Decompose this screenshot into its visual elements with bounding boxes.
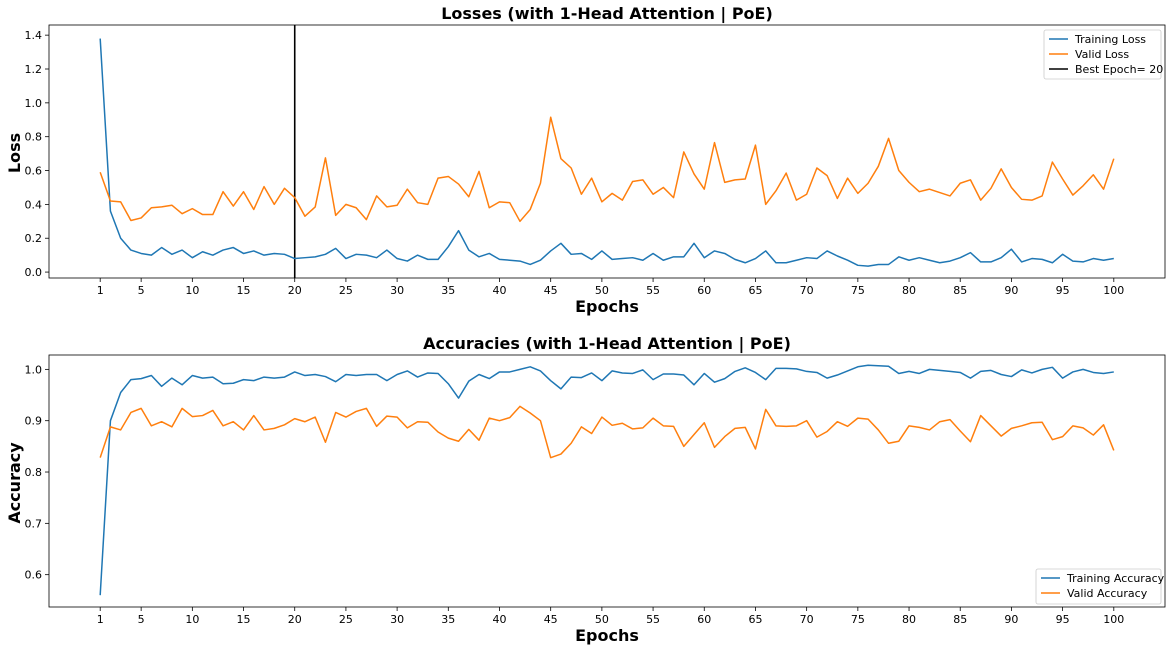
series-line-valid-loss xyxy=(99,116,1115,223)
x-tick-label: 90 xyxy=(1004,284,1018,297)
legend-entry: Best Epoch= 20 xyxy=(1075,63,1163,76)
plot-frame xyxy=(48,24,1166,279)
legend-frame xyxy=(1043,29,1162,80)
x-tick-label: 75 xyxy=(851,613,865,626)
x-tick-label: 100 xyxy=(1103,613,1124,626)
x-tick-label: 35 xyxy=(441,613,455,626)
x-tick-label: 20 xyxy=(288,613,302,626)
x-tick-label: 10 xyxy=(185,613,199,626)
x-tick-label: 40 xyxy=(492,284,506,297)
y-tick-label: 1.2 xyxy=(25,63,43,76)
series-line-training-accuracy xyxy=(99,364,1114,596)
x-tick-label: 95 xyxy=(1056,613,1070,626)
chart-title: Losses (with 1-Head Attention | PoE) xyxy=(441,4,773,24)
legend: Training Loss Valid Loss Best Epoch= 20 xyxy=(1043,29,1163,80)
y-tick-label: 1.0 xyxy=(25,363,43,376)
series-line-valid-accuracy xyxy=(99,405,1115,459)
y-tick-label: 0.8 xyxy=(25,131,43,144)
legend-entry: Training Accuracy xyxy=(1066,572,1165,585)
y-axis-label: Accuracy xyxy=(5,442,24,524)
x-tick-label: 55 xyxy=(646,284,660,297)
x-tick-label: 15 xyxy=(237,284,251,297)
legend-entry: Valid Loss xyxy=(1075,48,1129,61)
y-tick-label: 1.0 xyxy=(25,97,43,110)
x-tick-label: 1 xyxy=(97,284,104,297)
x-tick-label: 55 xyxy=(646,613,660,626)
x-tick-label: 30 xyxy=(390,284,404,297)
x-tick-label: 65 xyxy=(748,284,762,297)
x-tick-label: 50 xyxy=(595,613,609,626)
x-tick-label: 70 xyxy=(800,284,814,297)
y-tick-label: 0.6 xyxy=(25,165,43,178)
x-tick-label: 15 xyxy=(237,613,251,626)
x-tick-label: 25 xyxy=(339,613,353,626)
losses-chart: Losses (with 1-Head Attention | PoE) Epo… xyxy=(5,4,1166,316)
plot-frame xyxy=(48,354,1166,608)
x-tick-label: 85 xyxy=(953,284,967,297)
legend-frame xyxy=(1035,568,1162,605)
x-tick-label: 75 xyxy=(851,284,865,297)
x-tick-label: 40 xyxy=(492,613,506,626)
x-axis-label: Epochs xyxy=(575,297,639,316)
x-tick-label: 45 xyxy=(544,284,558,297)
x-tick-label: 30 xyxy=(390,613,404,626)
y-tick-label: 0.4 xyxy=(25,198,43,211)
legend: Training Accuracy Valid Accuracy xyxy=(1035,568,1165,605)
x-tick-label: 35 xyxy=(441,284,455,297)
x-tick-label: 5 xyxy=(138,613,145,626)
y-tick-label: 0.6 xyxy=(25,569,43,582)
x-tick-label: 10 xyxy=(185,284,199,297)
y-tick-label: 0.9 xyxy=(25,415,43,428)
x-axis-label: Epochs xyxy=(575,626,639,645)
x-tick-label: 80 xyxy=(902,613,916,626)
y-tick-label: 0.8 xyxy=(25,466,43,479)
legend-entry: Training Loss xyxy=(1074,33,1146,46)
legend-entry: Valid Accuracy xyxy=(1067,587,1148,600)
x-tick-label: 80 xyxy=(902,284,916,297)
series-line-training-loss xyxy=(99,38,1114,267)
x-tick-label: 70 xyxy=(800,613,814,626)
x-tick-label: 65 xyxy=(748,613,762,626)
x-tick-label: 1 xyxy=(97,613,104,626)
x-tick-label: 100 xyxy=(1103,284,1124,297)
accuracies-chart: Accuracies (with 1-Head Attention | PoE)… xyxy=(5,334,1166,645)
y-tick-label: 0.2 xyxy=(25,232,43,245)
x-tick-label: 50 xyxy=(595,284,609,297)
x-tick-label: 95 xyxy=(1056,284,1070,297)
x-tick-label: 60 xyxy=(697,613,711,626)
x-tick-label: 60 xyxy=(697,284,711,297)
x-tick-label: 90 xyxy=(1004,613,1018,626)
y-tick-label: 0.0 xyxy=(25,266,43,279)
y-tick-label: 1.4 xyxy=(25,29,43,42)
y-axis-label: Loss xyxy=(5,133,24,173)
x-tick-label: 5 xyxy=(138,284,145,297)
x-tick-label: 45 xyxy=(544,613,558,626)
x-tick-label: 20 xyxy=(288,284,302,297)
x-tick-label: 25 xyxy=(339,284,353,297)
chart-title: Accuracies (with 1-Head Attention | PoE) xyxy=(423,334,791,354)
y-tick-label: 0.7 xyxy=(25,517,43,530)
x-tick-label: 85 xyxy=(953,613,967,626)
